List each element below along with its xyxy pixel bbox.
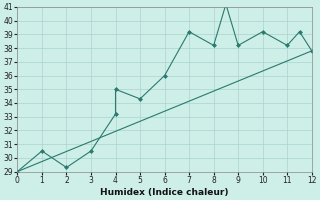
X-axis label: Humidex (Indice chaleur): Humidex (Indice chaleur) [100,188,229,197]
